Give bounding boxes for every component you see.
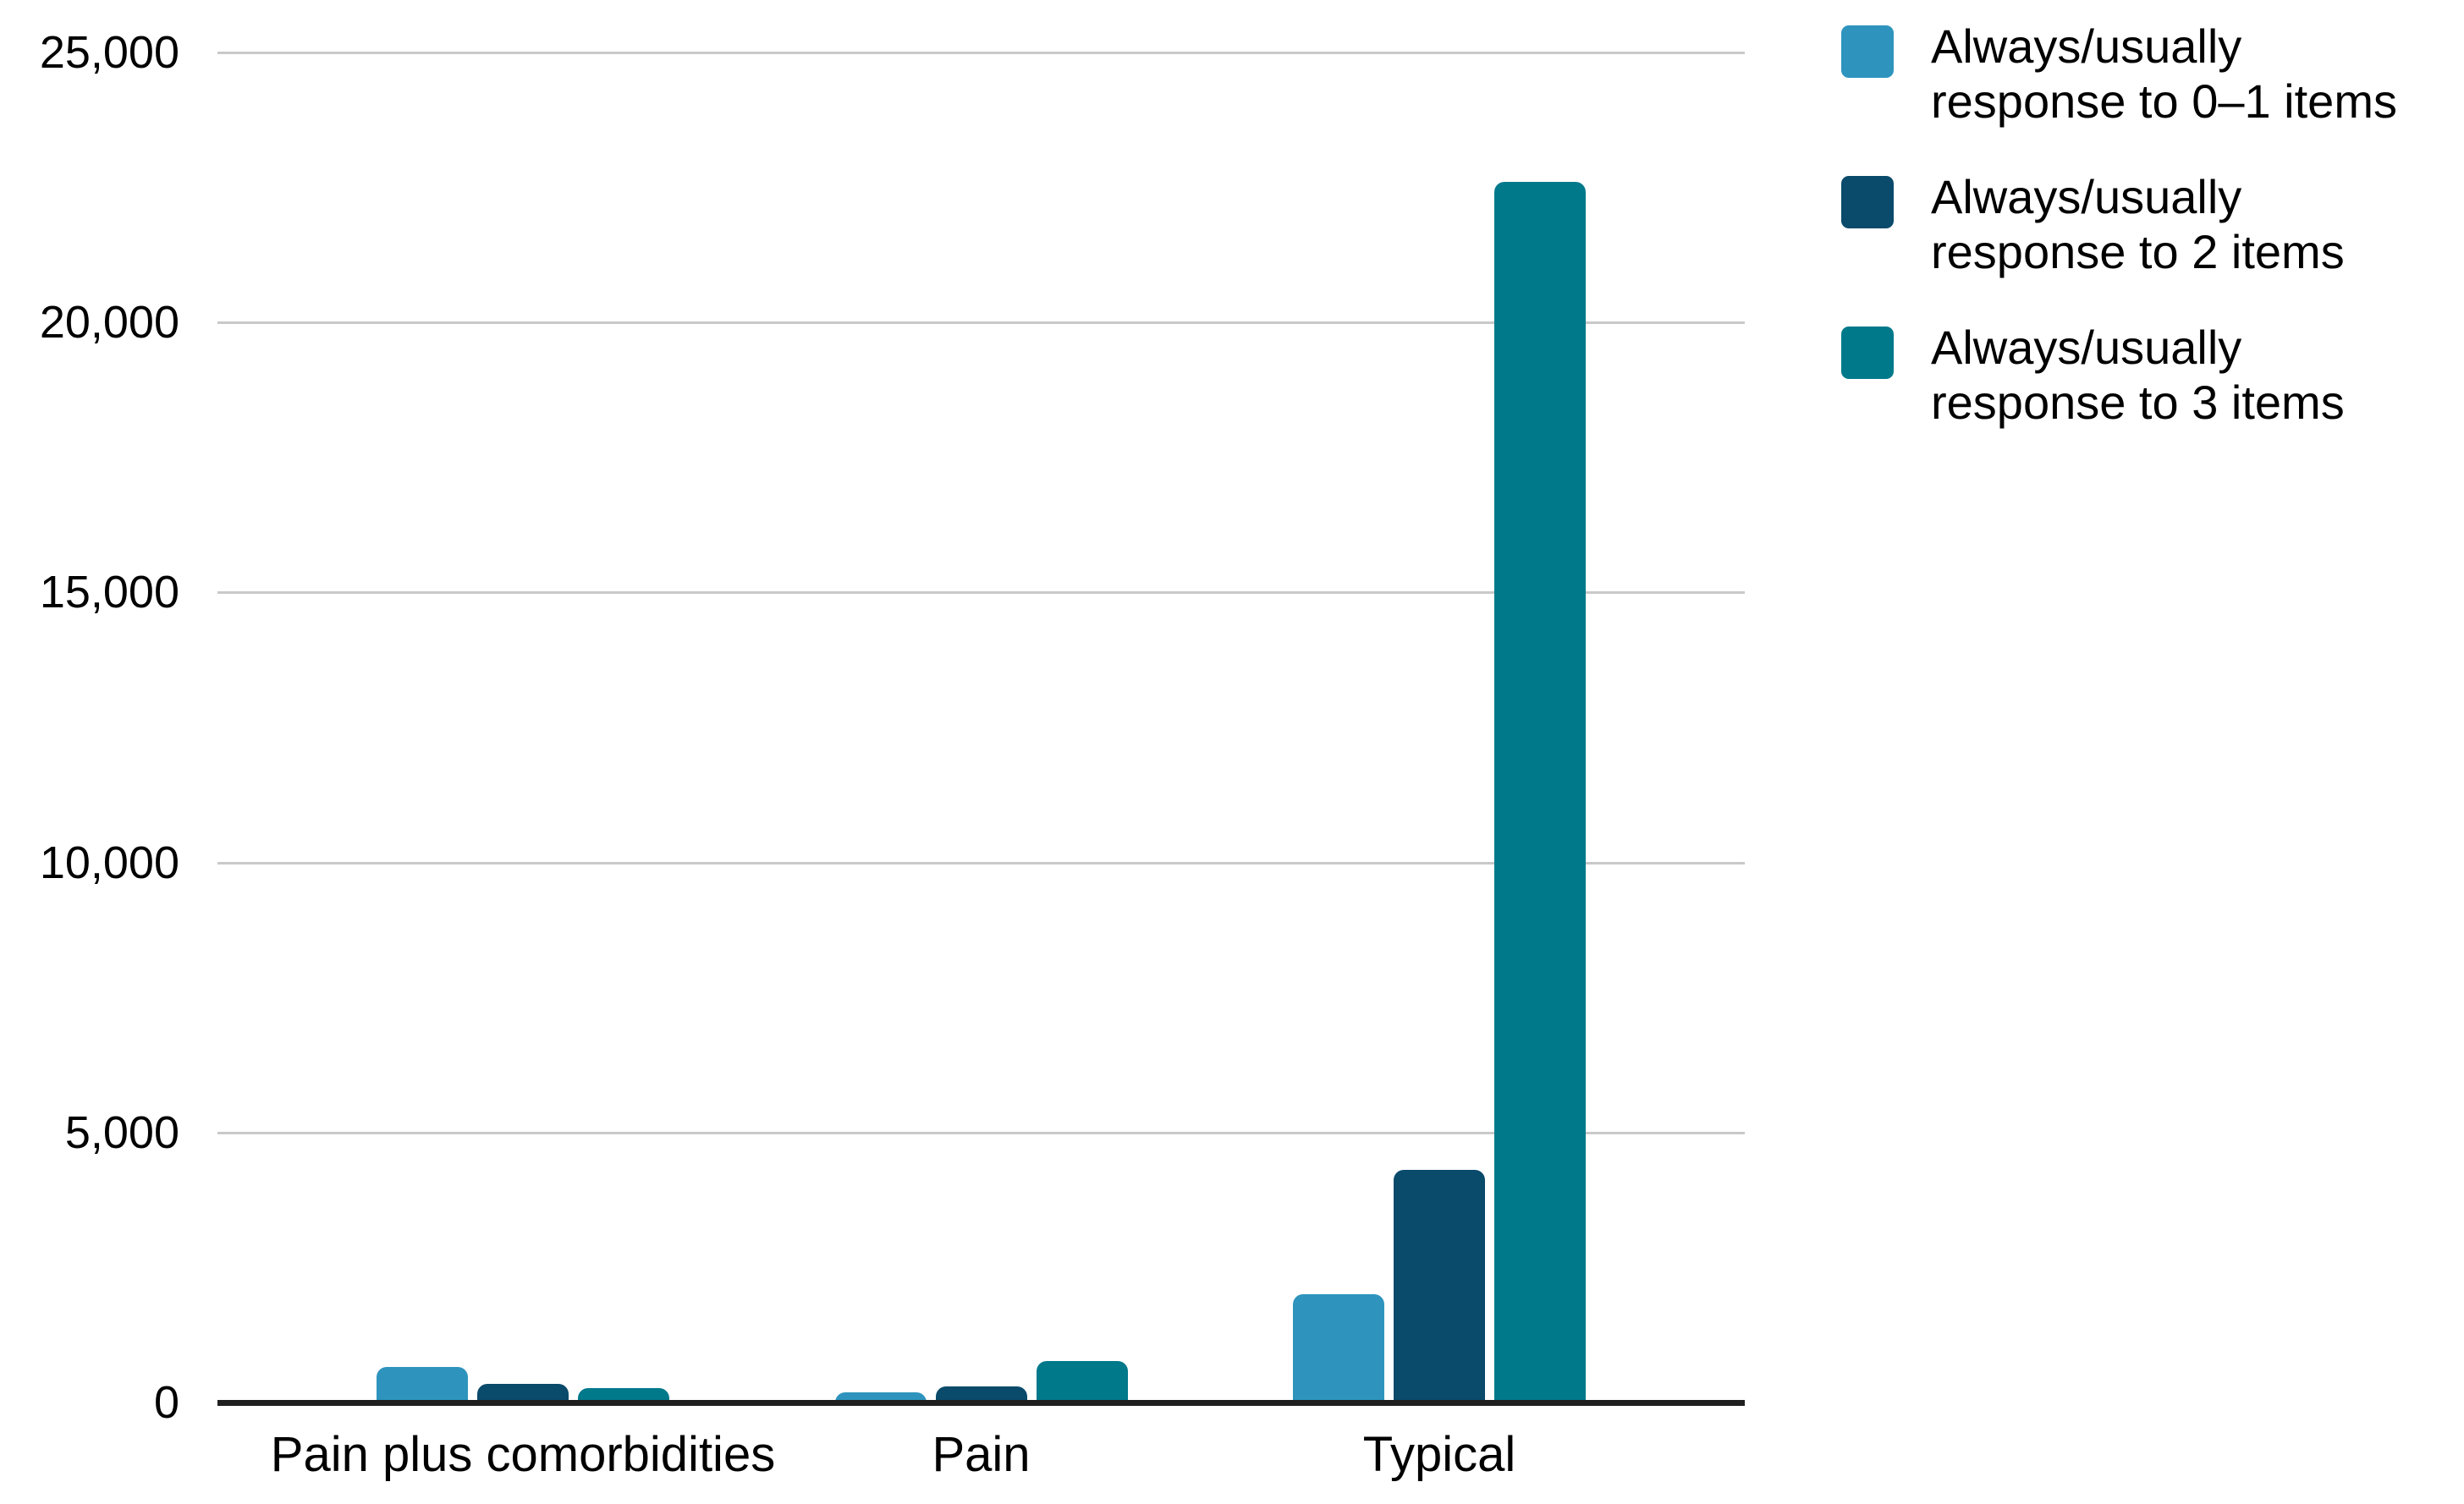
legend-label: Always/usually response to 3 items bbox=[1931, 320, 2345, 430]
y-tick-label: 0 bbox=[153, 1377, 179, 1428]
y-tick-label: 20,000 bbox=[39, 297, 179, 349]
y-tick-label: 5,000 bbox=[64, 1106, 179, 1158]
legend-item-1: Always/usually response to 0–1 items bbox=[1841, 19, 2397, 129]
y-tick-label: 25,000 bbox=[39, 27, 179, 78]
gridline-10000 bbox=[217, 861, 1745, 865]
bar-typical-series-3 bbox=[1494, 182, 1586, 1402]
plot-area bbox=[217, 52, 1745, 1406]
bar-pain-series-3 bbox=[1037, 1361, 1128, 1402]
legend-swatch-icon bbox=[1841, 25, 1894, 78]
bar-typical-series-2 bbox=[1394, 1170, 1485, 1402]
x-category-label: Pain bbox=[932, 1427, 1031, 1482]
x-category-label: Pain plus comorbidities bbox=[270, 1427, 776, 1482]
bar-pain-plus-comorbidities-series-1 bbox=[377, 1367, 468, 1402]
x-axis-line bbox=[217, 1400, 1745, 1406]
bar-typical-series-1 bbox=[1293, 1294, 1384, 1402]
legend-swatch-icon bbox=[1841, 327, 1894, 379]
legend-item-3: Always/usually response to 3 items bbox=[1841, 320, 2397, 430]
gridline-5000 bbox=[217, 1131, 1745, 1134]
legend-label: Always/usually response to 0–1 items bbox=[1931, 19, 2397, 129]
y-tick-label: 10,000 bbox=[39, 837, 179, 888]
legend-swatch-icon bbox=[1841, 176, 1894, 228]
legend-label-line: Always/usually bbox=[1931, 170, 2242, 223]
legend-label-line: response to 0–1 items bbox=[1931, 74, 2397, 128]
legend-label-line: response to 2 items bbox=[1931, 225, 2345, 278]
bar-pain-plus-comorbidities-series-3 bbox=[578, 1388, 669, 1402]
legend-item-2: Always/usually response to 2 items bbox=[1841, 169, 2397, 279]
gridline-15000 bbox=[217, 591, 1745, 595]
gridline-25000 bbox=[217, 52, 1745, 54]
legend-label-line: Always/usually bbox=[1931, 321, 2242, 374]
legend-label: Always/usually response to 2 items bbox=[1931, 169, 2345, 279]
x-category-label: Typical bbox=[1362, 1427, 1516, 1482]
legend: Always/usually response to 0–1 items Alway… bbox=[1841, 19, 2397, 430]
bar-pain-plus-comorbidities-series-2 bbox=[477, 1384, 569, 1402]
legend-label-line: response to 3 items bbox=[1931, 376, 2345, 429]
gridline-20000 bbox=[217, 321, 1745, 325]
bar-pain-series-2 bbox=[936, 1386, 1027, 1402]
legend-label-line: Always/usually bbox=[1931, 19, 2242, 73]
y-tick-label: 15,000 bbox=[39, 567, 179, 618]
